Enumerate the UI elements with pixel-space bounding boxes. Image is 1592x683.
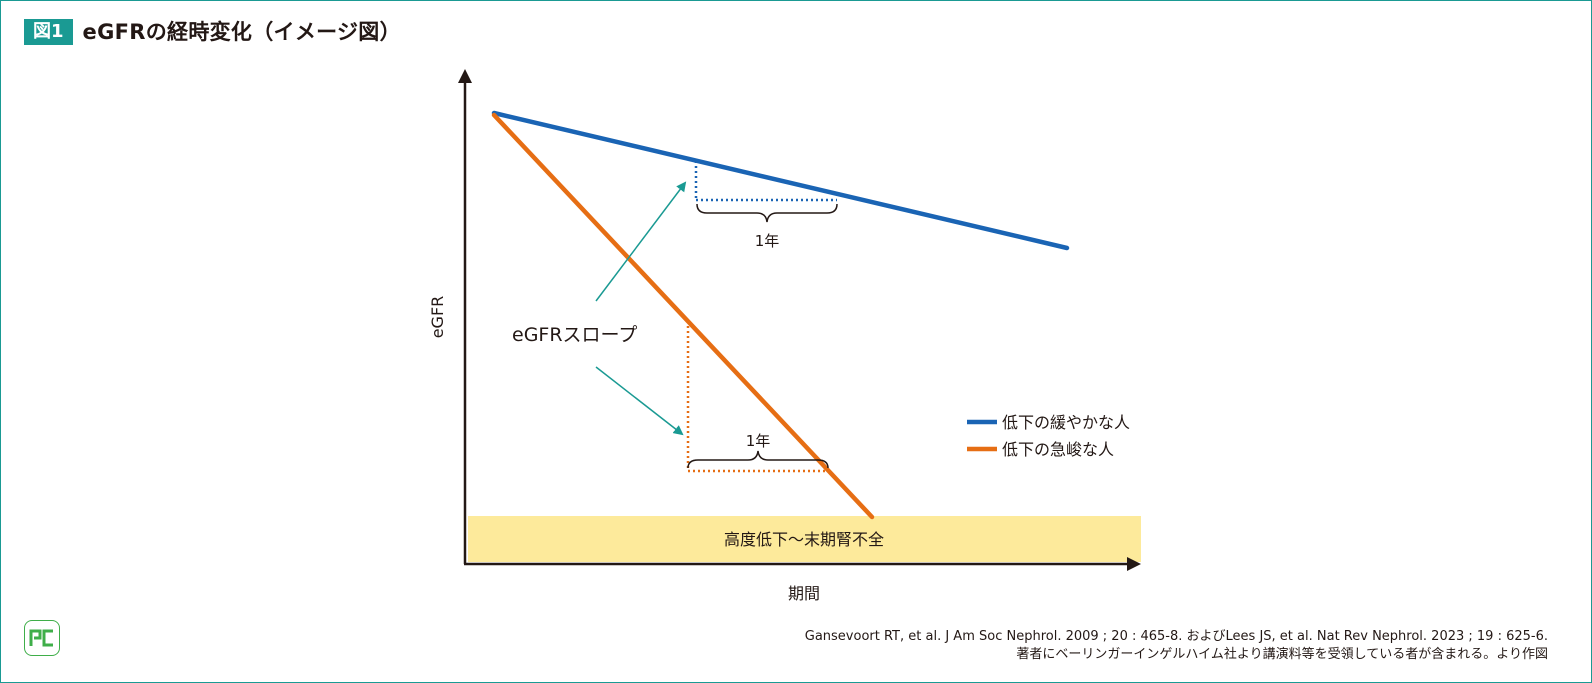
x-axis-arrowhead xyxy=(1127,557,1141,571)
figure-number-badge: 図1 xyxy=(24,19,73,45)
y-axis-label: eGFR xyxy=(428,296,447,339)
slow-slope-indicator xyxy=(694,161,837,202)
kidney-failure-zone-label: 高度低下〜末期腎不全 xyxy=(724,530,884,549)
source-citation: Gansevoort RT, et al. J Am Soc Nephrol. … xyxy=(805,628,1548,664)
rapid-one-year-brace xyxy=(687,450,829,469)
legend-label-slow: 低下の緩やかな人 xyxy=(1002,413,1130,432)
figure-header: 図1 eGFRの経時変化（イメージ図） xyxy=(24,18,401,46)
x-axis-label: 期間 xyxy=(788,584,820,603)
slope-arrow-up xyxy=(595,181,687,302)
pc-logo-icon xyxy=(24,620,60,656)
slope-arrow-down xyxy=(595,366,684,436)
legend: 低下の緩やかな人 低下の急峻な人 xyxy=(967,413,1130,459)
rapid-slope-indicator xyxy=(686,326,828,473)
figure-title: eGFRの経時変化（イメージ図） xyxy=(82,20,401,44)
slow-one-year-brace xyxy=(696,203,838,223)
kidney-failure-zone xyxy=(468,516,1141,562)
slow-decline-line xyxy=(491,110,1070,251)
egfr-slope-label: eGFRスロープ xyxy=(512,324,637,346)
rapid-one-year-label: 1年 xyxy=(746,432,771,450)
legend-label-rapid: 低下の急峻な人 xyxy=(1002,440,1114,459)
citation-line-2: 著者にベーリンガーインゲルハイム社より講演料等を受領している者が含まれる。より作… xyxy=(1016,647,1548,662)
citation-line-1: Gansevoort RT, et al. J Am Soc Nephrol. … xyxy=(804,629,1548,644)
y-axis-arrowhead xyxy=(458,69,472,83)
pc-logo-mark xyxy=(29,629,53,647)
slow-one-year-label: 1年 xyxy=(755,232,780,250)
rapid-decline-line xyxy=(491,112,875,520)
